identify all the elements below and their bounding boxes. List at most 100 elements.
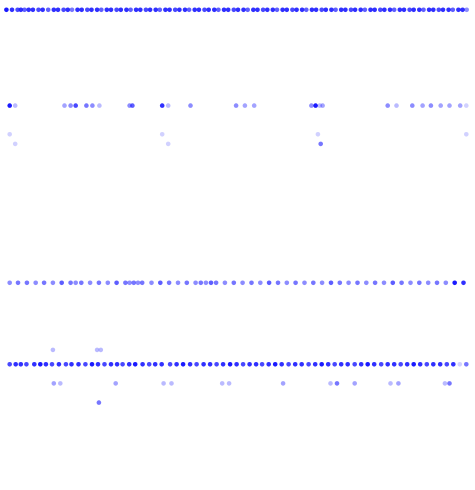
scatter-point xyxy=(12,103,18,108)
scatter-point xyxy=(12,141,18,147)
scatter-point xyxy=(55,7,61,13)
scatter-point xyxy=(348,7,354,13)
scatter-point xyxy=(166,280,172,286)
scatter-point xyxy=(387,7,393,13)
scatter-point xyxy=(343,7,348,13)
scatter-point xyxy=(270,7,276,13)
scatter-point xyxy=(140,362,145,367)
scatter-point xyxy=(231,7,237,13)
scatter-point xyxy=(334,381,340,386)
scatter-point xyxy=(24,280,30,286)
scatter-point xyxy=(208,280,214,286)
scatter-point xyxy=(274,7,280,13)
scatter-point xyxy=(50,347,56,353)
scatter-point xyxy=(234,362,239,367)
scatter-point xyxy=(362,7,368,13)
scatter-point xyxy=(94,347,100,353)
scatter-point xyxy=(249,280,254,286)
scatter-point xyxy=(165,141,171,147)
scatter-point xyxy=(43,362,49,367)
scatter-point xyxy=(368,7,373,13)
scatter-point xyxy=(397,7,403,13)
scatter-point xyxy=(457,103,463,108)
scatter-point xyxy=(9,7,15,13)
scatter-point xyxy=(338,7,344,13)
scatter-point xyxy=(443,280,449,286)
scatter-point xyxy=(420,103,425,108)
scatter-point xyxy=(68,103,73,108)
scatter-point xyxy=(417,7,422,13)
scatter-point xyxy=(259,362,265,367)
scatter-point xyxy=(95,362,101,367)
scatter-point xyxy=(96,400,102,405)
scatter-point xyxy=(207,362,213,367)
scatter-point xyxy=(157,7,163,13)
scatter-point xyxy=(68,280,73,286)
scatter-point xyxy=(221,7,227,13)
scatter-point xyxy=(159,362,164,367)
scatter-point xyxy=(451,362,456,367)
scatter-point xyxy=(440,7,446,13)
scatter-point xyxy=(79,7,84,13)
scatter-point xyxy=(461,280,466,286)
scatter-point xyxy=(286,362,291,367)
scatter-point xyxy=(309,103,314,108)
scatter-point xyxy=(266,362,272,367)
scatter-point xyxy=(329,7,334,13)
scatter-point xyxy=(161,381,166,386)
scatter-point xyxy=(15,7,20,13)
scatter-point xyxy=(114,7,119,13)
scatter-point xyxy=(431,7,436,13)
scatter-point xyxy=(355,280,360,286)
scatter-point xyxy=(202,7,207,13)
scatter-point xyxy=(94,7,100,13)
scatter-point xyxy=(434,280,440,286)
scatter-point xyxy=(338,362,344,367)
scatter-point xyxy=(436,7,442,13)
scatter-point xyxy=(133,7,139,13)
scatter-point xyxy=(304,7,309,13)
scatter-point xyxy=(251,103,257,108)
scatter-point xyxy=(69,7,75,13)
scatter-point xyxy=(76,362,81,367)
scatter-point xyxy=(130,103,135,108)
scatter-point xyxy=(85,7,90,13)
scatter-point xyxy=(319,7,325,13)
scatter-point xyxy=(315,132,321,137)
scatter-point xyxy=(292,362,298,367)
scatter-point xyxy=(290,7,295,13)
scatter-point xyxy=(79,280,84,286)
scatter-point xyxy=(378,7,383,13)
scatter-point xyxy=(391,362,397,367)
scatter-point xyxy=(131,280,137,286)
scatter-point xyxy=(408,280,413,286)
scatter-point xyxy=(388,381,393,386)
scatter-point xyxy=(138,7,143,13)
scatter-point xyxy=(118,7,124,13)
scatter-point xyxy=(33,280,38,286)
scatter-point xyxy=(158,280,163,286)
scatter-point xyxy=(411,362,417,367)
scatter-point xyxy=(222,280,228,286)
scatter-point xyxy=(323,7,329,13)
scatter-point xyxy=(102,362,107,367)
scatter-point xyxy=(206,7,211,13)
scatter-point xyxy=(272,362,278,367)
scatter-point xyxy=(399,280,404,286)
scatter-point xyxy=(293,280,298,286)
scatter-point xyxy=(132,362,138,367)
scatter-point xyxy=(284,280,290,286)
scatter-point xyxy=(317,103,323,108)
scatter-point xyxy=(153,7,158,13)
scatter-point xyxy=(7,362,12,367)
scatter-point xyxy=(280,7,285,13)
scatter-point xyxy=(394,103,399,108)
scatter-point xyxy=(18,362,24,367)
scatter-point xyxy=(450,7,456,13)
scatter-point xyxy=(4,7,9,13)
scatter-point xyxy=(213,280,219,286)
scatter-point xyxy=(123,280,128,286)
scatter-point xyxy=(241,7,246,13)
scatter-point xyxy=(56,362,62,367)
scatter-point xyxy=(385,103,391,108)
